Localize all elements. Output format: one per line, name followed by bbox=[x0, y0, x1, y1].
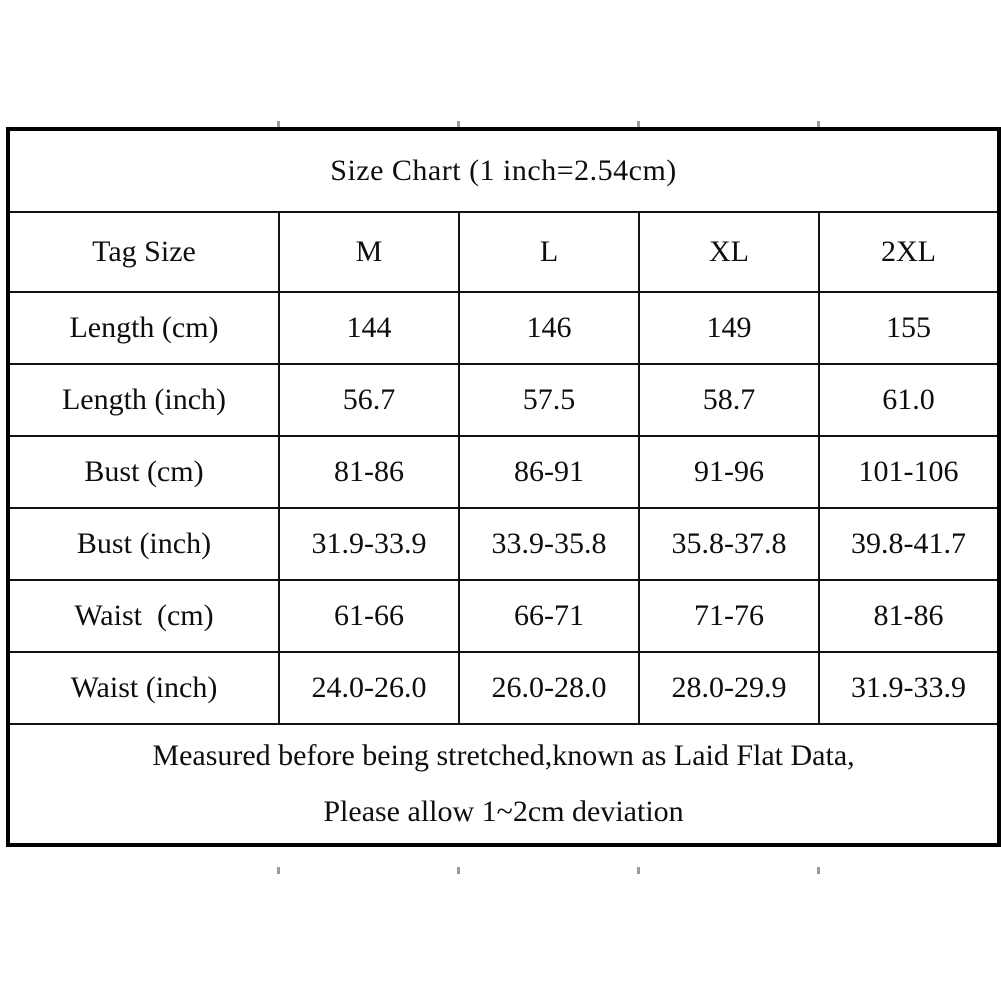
cell-value: 24.0-26.0 bbox=[278, 651, 460, 725]
table-row-bust-inch: Bust (inch) 31.9-33.9 33.9-35.8 35.8-37.… bbox=[7, 507, 1001, 581]
table-row-bust-cm: Bust (cm) 81-86 86-91 91-96 101-106 bbox=[7, 435, 1001, 509]
cell-value: 35.8-37.8 bbox=[638, 507, 820, 581]
cell-value: 86-91 bbox=[458, 435, 640, 509]
column-tick-mark bbox=[637, 121, 640, 128]
row-label: Length (inch) bbox=[7, 363, 280, 437]
cell-value: 81-86 bbox=[278, 435, 460, 509]
header-size-2xl: 2XL bbox=[817, 211, 1001, 293]
cell-value: 28.0-29.9 bbox=[638, 651, 820, 725]
footer-note-line2: Please allow 1~2cm deviation bbox=[323, 795, 684, 828]
cell-value: 101-106 bbox=[817, 435, 1001, 509]
size-chart-table: Size Chart (1 inch=2.54cm) Tag Size M L … bbox=[6, 127, 1001, 847]
cell-value: 33.9-35.8 bbox=[458, 507, 640, 581]
cell-value: 81-86 bbox=[817, 579, 1001, 653]
column-tick-mark bbox=[277, 867, 280, 874]
table-row-waist-cm: Waist (cm) 61-66 66-71 71-76 81-86 bbox=[7, 579, 1001, 653]
column-tick-mark bbox=[817, 121, 820, 128]
footer-note-line1: Measured before being stretched,known as… bbox=[152, 739, 855, 772]
chart-title: Size Chart (1 inch=2.54cm) bbox=[6, 128, 1001, 213]
cell-value: 57.5 bbox=[458, 363, 640, 437]
row-label: Bust (cm) bbox=[7, 435, 280, 509]
cell-value: 71-76 bbox=[638, 579, 820, 653]
column-tick-mark bbox=[637, 867, 640, 874]
cell-value: 39.8-41.7 bbox=[817, 507, 1001, 581]
header-row: Tag Size M L XL 2XL bbox=[7, 211, 1001, 293]
row-label: Bust (inch) bbox=[7, 507, 280, 581]
footer-note: Measured before being stretched,known as… bbox=[6, 723, 1001, 846]
cell-value: 144 bbox=[278, 291, 460, 365]
column-tick-mark bbox=[457, 121, 460, 128]
cell-value: 58.7 bbox=[638, 363, 820, 437]
cell-value: 61-66 bbox=[278, 579, 460, 653]
cell-value: 56.7 bbox=[278, 363, 460, 437]
header-size-l: L bbox=[458, 211, 640, 293]
cell-value: 31.9-33.9 bbox=[817, 651, 1001, 725]
header-size-xl: XL bbox=[638, 211, 820, 293]
header-tag-size: Tag Size bbox=[7, 211, 280, 293]
table-row-length-inch: Length (inch) 56.7 57.5 58.7 61.0 bbox=[7, 363, 1001, 437]
cell-value: 26.0-28.0 bbox=[458, 651, 640, 725]
table-row-waist-inch: Waist (inch) 24.0-26.0 26.0-28.0 28.0-29… bbox=[7, 651, 1001, 725]
cell-value: 31.9-33.9 bbox=[278, 507, 460, 581]
cell-value: 66-71 bbox=[458, 579, 640, 653]
header-size-m: M bbox=[278, 211, 460, 293]
cell-value: 61.0 bbox=[817, 363, 1001, 437]
table-row-length-cm: Length (cm) 144 146 149 155 bbox=[7, 291, 1001, 365]
footer-row: Measured before being stretched,known as… bbox=[6, 723, 1001, 846]
title-row: Size Chart (1 inch=2.54cm) bbox=[6, 128, 1001, 213]
cell-value: 146 bbox=[458, 291, 640, 365]
cell-value: 91-96 bbox=[638, 435, 820, 509]
column-tick-mark bbox=[817, 867, 820, 874]
cell-value: 149 bbox=[638, 291, 820, 365]
column-tick-mark bbox=[457, 867, 460, 874]
cell-value: 155 bbox=[817, 291, 1001, 365]
row-label: Waist (cm) bbox=[7, 579, 280, 653]
row-label: Length (cm) bbox=[7, 291, 280, 365]
row-label: Waist (inch) bbox=[7, 651, 280, 725]
column-tick-mark bbox=[277, 121, 280, 128]
